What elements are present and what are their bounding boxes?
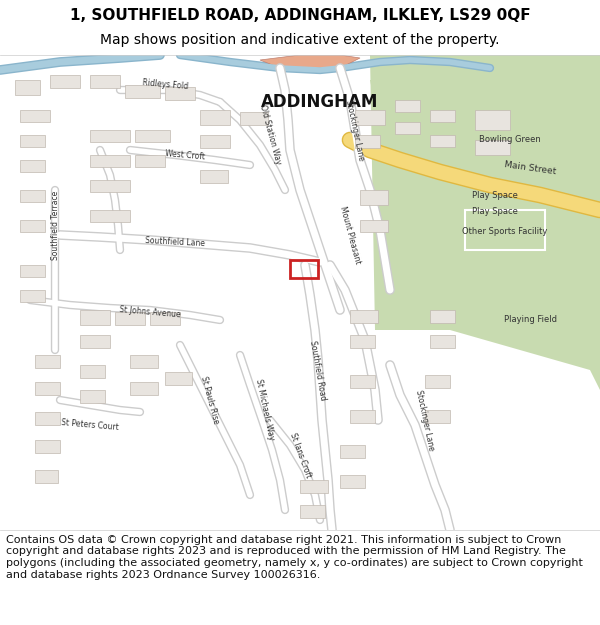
Polygon shape bbox=[35, 382, 60, 395]
Polygon shape bbox=[370, 80, 490, 140]
Polygon shape bbox=[80, 310, 110, 325]
Polygon shape bbox=[80, 390, 105, 403]
Polygon shape bbox=[90, 210, 130, 222]
Polygon shape bbox=[165, 87, 195, 100]
Text: Mount Pleasant: Mount Pleasant bbox=[338, 205, 362, 265]
Polygon shape bbox=[355, 135, 380, 148]
Polygon shape bbox=[350, 310, 378, 323]
Polygon shape bbox=[20, 265, 45, 277]
Text: Play Space: Play Space bbox=[472, 208, 518, 216]
Polygon shape bbox=[35, 440, 60, 453]
Text: Ridleys Fold: Ridleys Fold bbox=[142, 79, 188, 91]
Polygon shape bbox=[260, 55, 360, 68]
Polygon shape bbox=[395, 100, 420, 112]
Text: Play Space: Play Space bbox=[472, 191, 518, 199]
Polygon shape bbox=[340, 445, 365, 458]
Polygon shape bbox=[350, 335, 375, 348]
Polygon shape bbox=[135, 130, 170, 142]
Polygon shape bbox=[115, 312, 145, 325]
Polygon shape bbox=[430, 335, 455, 348]
Text: ADDINGHAM: ADDINGHAM bbox=[262, 93, 379, 111]
Polygon shape bbox=[135, 155, 165, 167]
Polygon shape bbox=[475, 140, 510, 155]
Text: Other Sports Facility: Other Sports Facility bbox=[463, 228, 548, 236]
Polygon shape bbox=[90, 130, 130, 142]
Polygon shape bbox=[20, 220, 45, 232]
Polygon shape bbox=[80, 335, 110, 348]
Polygon shape bbox=[395, 122, 420, 134]
Polygon shape bbox=[15, 80, 40, 95]
Polygon shape bbox=[130, 355, 158, 368]
Text: St Peters Court: St Peters Court bbox=[61, 418, 119, 432]
Polygon shape bbox=[350, 375, 375, 388]
Polygon shape bbox=[35, 355, 60, 368]
Polygon shape bbox=[240, 112, 268, 125]
Text: St Johns Avenue: St Johns Avenue bbox=[119, 305, 181, 319]
Text: St Michaels Way: St Michaels Way bbox=[254, 379, 276, 441]
Text: Bowling Green: Bowling Green bbox=[479, 136, 541, 144]
Polygon shape bbox=[430, 310, 455, 323]
Polygon shape bbox=[20, 110, 50, 122]
Text: 1, SOUTHFIELD ROAD, ADDINGHAM, ILKLEY, LS29 0QF: 1, SOUTHFIELD ROAD, ADDINGHAM, ILKLEY, L… bbox=[70, 8, 530, 23]
Text: Stockinger Lane: Stockinger Lane bbox=[344, 99, 366, 161]
Polygon shape bbox=[425, 375, 450, 388]
Text: St Pauls Rise: St Pauls Rise bbox=[199, 375, 221, 425]
Polygon shape bbox=[90, 75, 120, 88]
Polygon shape bbox=[20, 190, 45, 202]
Polygon shape bbox=[475, 110, 510, 130]
Polygon shape bbox=[35, 470, 58, 483]
Polygon shape bbox=[370, 55, 600, 390]
Text: West Croft: West Croft bbox=[165, 149, 205, 161]
Text: Map shows position and indicative extent of the property.: Map shows position and indicative extent… bbox=[100, 32, 500, 47]
Polygon shape bbox=[360, 220, 388, 232]
Polygon shape bbox=[165, 372, 192, 385]
Polygon shape bbox=[90, 155, 130, 167]
Polygon shape bbox=[350, 410, 375, 423]
Text: Southfield Lane: Southfield Lane bbox=[145, 236, 205, 248]
Polygon shape bbox=[125, 85, 160, 98]
Text: Southfield Terrace: Southfield Terrace bbox=[50, 191, 59, 259]
Polygon shape bbox=[150, 312, 180, 325]
Polygon shape bbox=[450, 90, 555, 180]
Text: Old Station Way: Old Station Way bbox=[257, 104, 283, 166]
Polygon shape bbox=[340, 475, 365, 488]
Text: Stockinger Lane: Stockinger Lane bbox=[414, 389, 436, 451]
Polygon shape bbox=[20, 290, 45, 302]
Polygon shape bbox=[200, 135, 230, 148]
Polygon shape bbox=[200, 110, 230, 125]
Polygon shape bbox=[80, 365, 105, 378]
Text: Main Street: Main Street bbox=[503, 160, 556, 176]
Polygon shape bbox=[430, 110, 455, 122]
Polygon shape bbox=[425, 410, 450, 423]
Polygon shape bbox=[300, 480, 328, 493]
Polygon shape bbox=[430, 135, 455, 147]
Polygon shape bbox=[355, 110, 385, 125]
Polygon shape bbox=[35, 412, 60, 425]
Polygon shape bbox=[300, 505, 325, 518]
Text: Contains OS data © Crown copyright and database right 2021. This information is : Contains OS data © Crown copyright and d… bbox=[6, 535, 583, 579]
Polygon shape bbox=[360, 190, 388, 205]
Polygon shape bbox=[90, 180, 130, 192]
Text: Southfield Road: Southfield Road bbox=[308, 339, 328, 401]
Polygon shape bbox=[130, 382, 158, 395]
Polygon shape bbox=[200, 170, 228, 183]
Text: Playing Field: Playing Field bbox=[503, 316, 557, 324]
Text: St Ians Croft: St Ians Croft bbox=[287, 431, 313, 479]
Polygon shape bbox=[20, 135, 45, 147]
Polygon shape bbox=[50, 75, 80, 88]
Polygon shape bbox=[20, 160, 45, 172]
